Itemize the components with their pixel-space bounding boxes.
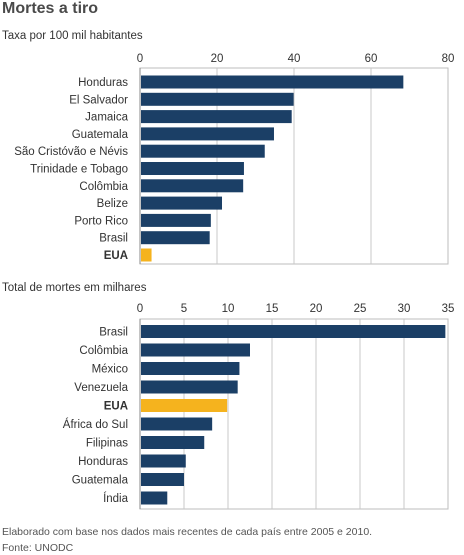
chart2-category-label: EUA <box>104 401 128 413</box>
chart1-bar <box>141 127 274 141</box>
chart1-bar <box>141 110 292 124</box>
chart2-bar <box>141 343 250 357</box>
chart2-x-tick-label: 5 <box>181 303 187 315</box>
chart1-x-tick-label: 60 <box>365 53 378 65</box>
chart2-x-tick-label: 0 <box>137 303 143 315</box>
chart2-category-label: Índia <box>103 492 129 505</box>
chart2-x-tick-label: 30 <box>398 303 411 315</box>
chart1-bar <box>141 248 152 262</box>
chart1-bar <box>141 213 211 227</box>
chart2-bar <box>141 362 240 375</box>
chart2-bar <box>141 473 184 486</box>
chart2-x-tick-label: 10 <box>222 303 235 315</box>
chart1-bar <box>141 75 404 89</box>
rate-bar-chart: 0 20 40 60 80 Honduras El Salvador Jamaica Guate… <box>14 53 455 265</box>
chart1-bar <box>141 162 244 175</box>
chart2-category-label: Venezuela <box>74 382 128 394</box>
chart1-category-label: Colômbia <box>79 181 128 193</box>
chart1-category-label: São Cristóvão e Névis <box>14 146 128 158</box>
chart1-category-label: Brasil <box>99 233 128 245</box>
source-note: Fonte: UNODC <box>2 542 74 554</box>
chart2-bar <box>141 399 228 412</box>
footnote: Elaborado com base nos dados mais recent… <box>2 526 373 538</box>
chart1-category-label: Belize <box>97 198 128 210</box>
chart2-bar <box>141 491 168 505</box>
chart1-category-label: Porto Rico <box>74 215 128 227</box>
chart-2-subtitle: Total de mortes em milhares <box>2 282 147 294</box>
chart2-category-label: Guatemala <box>72 475 129 487</box>
chart2-x-tick-label: 25 <box>354 303 367 315</box>
chart2-category-label: Brasil <box>99 327 128 339</box>
chart2-category-label: México <box>92 364 128 376</box>
chart1-x-tick-label: 80 <box>442 53 455 65</box>
chart2-x-tick-label: 20 <box>310 303 323 315</box>
chart2-x-tick-label: 15 <box>266 303 279 315</box>
chart2-x-tick-label: 35 <box>442 303 455 315</box>
chart1-x-tick-label: 40 <box>288 53 301 65</box>
chart1-x-tick-label: 20 <box>211 53 224 65</box>
chart2-bar <box>141 436 205 449</box>
chart1-category-label: El Salvador <box>69 94 128 106</box>
chart2-bar <box>141 454 186 468</box>
chart1-bar <box>141 231 210 245</box>
chart2-category-label: África do Sul <box>63 418 128 431</box>
chart1-category-label: Trinidade e Tobago <box>30 164 128 176</box>
chart2-category-label: Colômbia <box>79 345 128 357</box>
chart2-bar <box>141 325 446 338</box>
chart2-bar <box>141 380 238 394</box>
chart1-bar <box>141 196 223 210</box>
chart2-bar <box>141 417 213 431</box>
chart1-category-label: EUA <box>104 250 128 262</box>
chart-1-subtitle: Taxa por 100 mil habitantes <box>2 30 143 42</box>
chart1-x-tick-label: 0 <box>137 53 143 65</box>
chart2-category-label: Filipinas <box>86 438 128 450</box>
chart1-category-label: Jamaica <box>85 112 128 124</box>
chart1-bar <box>141 92 294 106</box>
chart2-category-label: Honduras <box>78 456 128 468</box>
chart1-bar <box>141 179 244 193</box>
chart-title: Mortes a tiro <box>2 0 99 17</box>
chart1-category-label: Guatemala <box>72 129 129 141</box>
chart1-bar <box>141 144 265 158</box>
chart1-category-label: Honduras <box>78 77 128 89</box>
